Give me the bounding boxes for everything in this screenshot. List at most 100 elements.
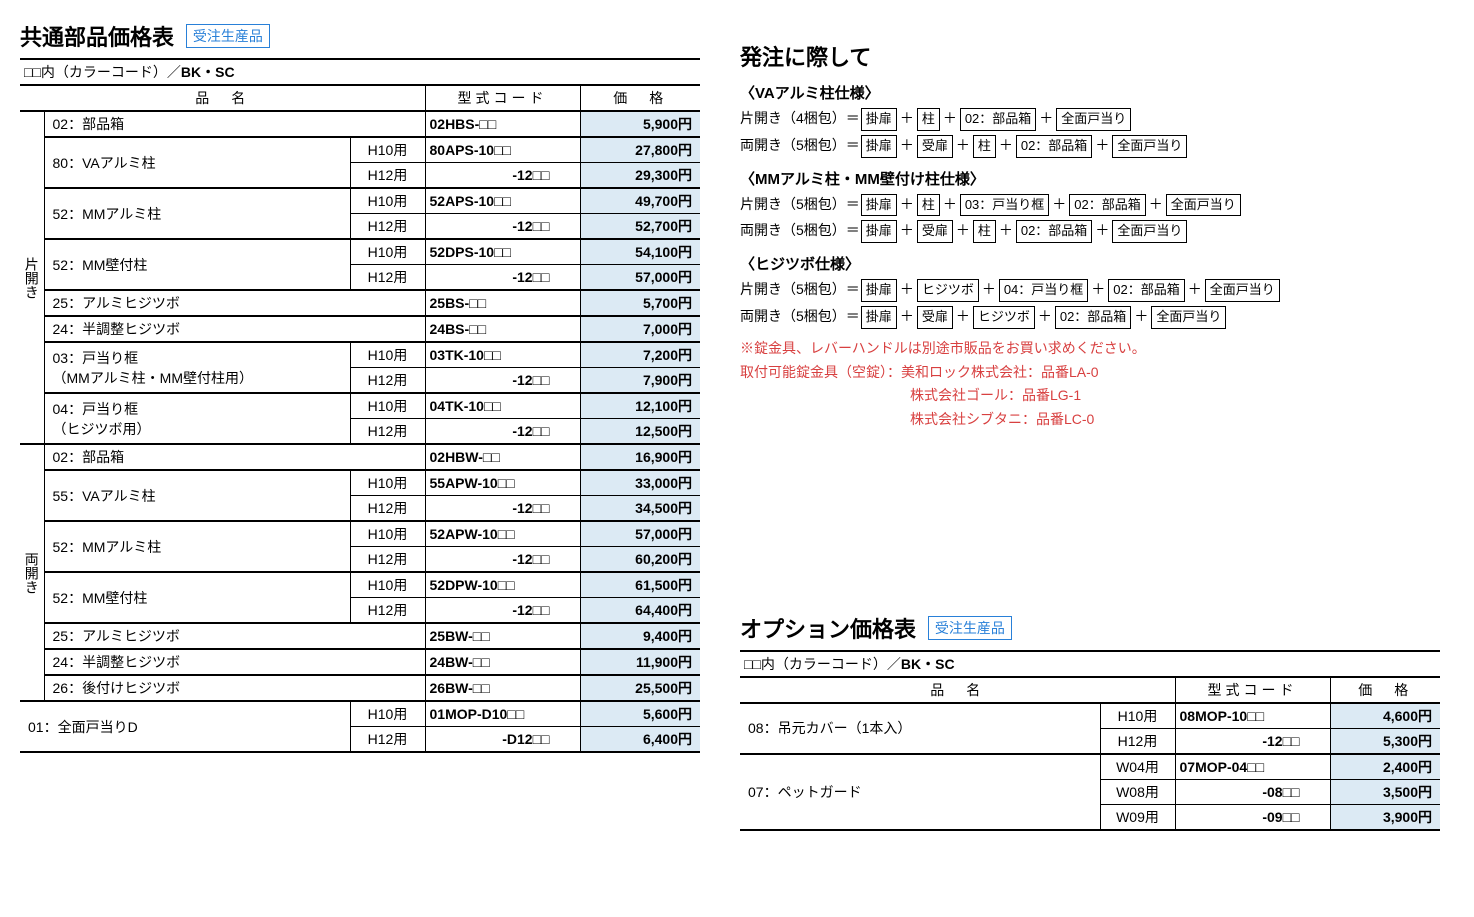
item-code: -12□□ [425,419,580,445]
item-code: 25BW-□□ [425,623,580,649]
item-code: 02HBW-□□ [425,444,580,470]
item-size: H10用 [350,188,425,214]
spec-box: 柱 [973,220,996,243]
item-size: H10用 [350,393,425,419]
spec-box: 掛扉 [861,108,897,131]
ordering-specs: 〈VAアルミ柱仕様〉片開き（4梱包）＝掛扉＋柱＋02：部品箱＋全面戸当り両開き（… [740,82,1440,329]
spec-box: ヒジツボ [917,279,979,302]
spec-prefix: 片開き（5梱包）＝ [740,196,860,212]
spec-box: 掛扉 [861,194,897,217]
subhead-bold-2: BK・SC [901,656,955,672]
item-price: 33,000円 [580,470,700,496]
spec-box: 柱 [917,194,940,217]
plus-icon: ＋ [956,219,970,241]
item-name: 52：MMアルミ柱 [44,188,350,239]
item-price: 57,000円 [580,265,700,291]
item-code: -12□□ [425,265,580,291]
item-size: H12用 [350,727,425,753]
item-size: H12用 [350,163,425,189]
item-price: 3,900円 [1330,804,1440,830]
item-code: -12□□ [425,368,580,394]
item-size: H10用 [350,572,425,598]
item-code: -09□□ [1175,804,1330,830]
item-size: H10用 [350,701,425,727]
item-size: H10用 [1100,703,1175,729]
item-price: 5,700円 [580,290,700,316]
item-name: 01：全面戸当りD [20,701,350,752]
item-size: H10用 [350,342,425,368]
plus-icon: ＋ [1095,134,1109,156]
plus-icon: ＋ [956,305,970,327]
item-price: 12,500円 [580,419,700,445]
plus-icon: ＋ [900,219,914,241]
item-size: H12用 [350,496,425,522]
item-size: H12用 [350,265,425,291]
plus-icon: ＋ [1134,305,1148,327]
main-price-table: 品 名 型式コード 価 格 片開き02：部品箱02HBS-□□5,900円80：… [20,86,700,753]
item-price: 64,400円 [580,598,700,624]
item-code: 55APW-10□□ [425,470,580,496]
item-price: 49,700円 [580,188,700,214]
spec-line: 片開き（4梱包）＝掛扉＋柱＋02：部品箱＋全面戸当り [740,107,1440,131]
item-code: 01MOP-D10□□ [425,701,580,727]
item-name: 07：ペットガード [740,754,1100,830]
item-code: 03TK-10□□ [425,342,580,368]
spec-box: 全面戸当り [1151,306,1226,329]
main-table-title: 共通部品価格表 [20,20,174,52]
item-code: 24BS-□□ [425,316,580,342]
item-code: -D12□□ [425,727,580,753]
plus-icon: ＋ [956,134,970,156]
item-price: 52,700円 [580,214,700,240]
item-size: H10用 [350,137,425,163]
item-code: 26BW-□□ [425,675,580,701]
plus-icon: ＋ [1039,107,1053,129]
item-price: 29,300円 [580,163,700,189]
item-price: 2,400円 [1330,754,1440,780]
side-label: 両開き [20,444,44,701]
item-price: 11,900円 [580,649,700,675]
made-to-order-tag-2: 受注生産品 [928,616,1012,640]
spec-prefix: 両開き（5梱包）＝ [740,137,860,153]
item-size: H10用 [350,521,425,547]
spec-head: 〈MMアルミ柱・MM壁付け柱仕様〉 [740,168,1440,189]
item-price: 12,100円 [580,393,700,419]
item-code: 07MOP-04□□ [1175,754,1330,780]
item-code: 08MOP-10□□ [1175,703,1330,729]
col-name: 品 名 [20,86,425,111]
item-code: -12□□ [425,163,580,189]
item-code: 24BW-□□ [425,649,580,675]
plus-icon: ＋ [1091,278,1105,300]
item-name: 80：VAアルミ柱 [44,137,350,188]
right-column: 発注に際して 〈VAアルミ柱仕様〉片開き（4梱包）＝掛扉＋柱＋02：部品箱＋全面… [740,20,1440,831]
item-size: H12用 [350,547,425,573]
item-size: H12用 [350,214,425,240]
subhead-bold: BK・SC [181,64,235,80]
color-code-subhead-2: □□内（カラーコード）／BK・SC [740,650,1440,678]
subhead-prefix-2: □□内（カラーコード）／ [744,656,901,672]
spec-prefix: 片開き（5梱包）＝ [740,281,860,297]
note-line4: 株式会社シブタニ：品番LC-0 [740,408,1440,432]
spec-box: 02：部品箱 [1108,279,1184,302]
col-code: 型式コード [425,86,580,111]
subhead-prefix: □□内（カラーコード）／ [24,64,181,80]
plus-icon: ＋ [900,305,914,327]
spec-prefix: 片開き（4梱包）＝ [740,110,860,126]
item-price: 60,200円 [580,547,700,573]
spec-prefix: 両開き（5梱包）＝ [740,308,860,324]
ordering-title: 発注に際して [740,40,1440,72]
spec-line: 片開き（5梱包）＝掛扉＋ヒジツボ＋04：戸当り框＋02：部品箱＋全面戸当り [740,278,1440,302]
item-code: 80APS-10□□ [425,137,580,163]
opt-col-price: 価 格 [1330,678,1440,703]
spec-box: 全面戸当り [1112,135,1187,158]
spec-box: 全面戸当り [1205,279,1280,302]
item-code: 52APW-10□□ [425,521,580,547]
spec-box: 02：部品箱 [1069,194,1145,217]
item-code: -08□□ [1175,779,1330,804]
plus-icon: ＋ [943,193,957,215]
spec-line: 片開き（5梱包）＝掛扉＋柱＋03：戸当り框＋02：部品箱＋全面戸当り [740,193,1440,217]
item-price: 7,000円 [580,316,700,342]
side-label: 片開き [20,111,44,444]
item-price: 5,900円 [580,111,700,137]
spec-box: 掛扉 [861,220,897,243]
spec-box: 柱 [973,135,996,158]
